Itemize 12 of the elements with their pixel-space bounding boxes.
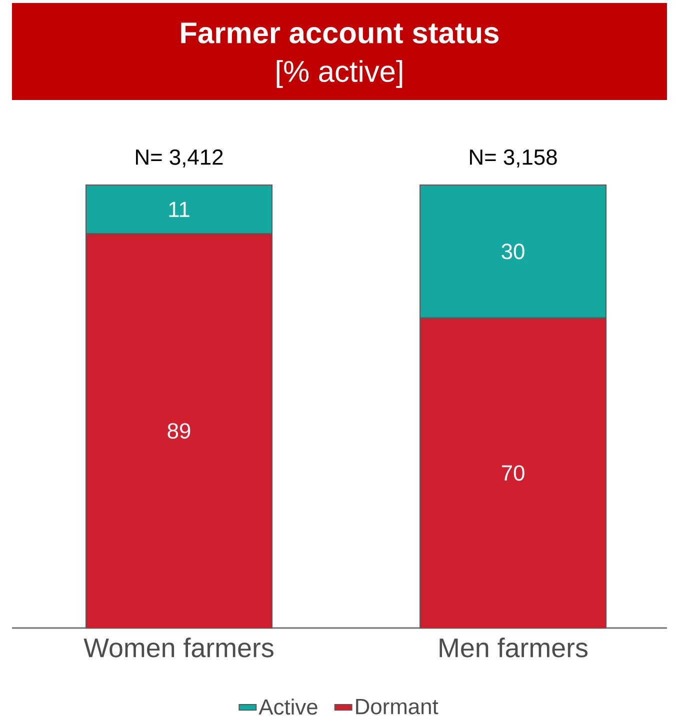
x-tick-label: Men farmers — [440, 638, 588, 658]
data-label: 70 — [502, 465, 524, 481]
annotation: N= 3,158 — [470, 149, 557, 168]
annotation: N= 3,412 — [136, 149, 223, 168]
data-label: 89 — [168, 423, 190, 439]
legend-label: Active — [258, 698, 318, 715]
data-label: 30 — [502, 244, 524, 260]
x-tick-label: Women farmers — [84, 638, 274, 658]
legend-label: Dormant — [356, 699, 438, 714]
chart-subtitle: [% active] — [276, 60, 402, 88]
data-label: 11 — [169, 202, 190, 217]
chart-title: Farmer account status — [181, 22, 499, 44]
